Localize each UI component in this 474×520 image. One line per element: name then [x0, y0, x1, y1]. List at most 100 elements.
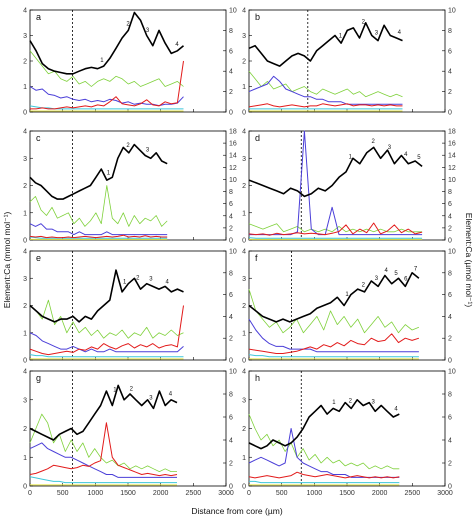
x-tick-label: 3000	[218, 490, 234, 497]
series-line-cyan	[29, 354, 184, 358]
y-tick-label-right: 0	[229, 238, 233, 245]
peak-label: 3	[149, 277, 153, 283]
y-tick-label-right: 8	[229, 189, 233, 196]
y-tick-label-left: 4	[23, 129, 27, 136]
x-tick-label: 1500	[339, 490, 355, 497]
panel-frame	[248, 130, 446, 241]
y-tick-label-right: 0	[229, 358, 233, 365]
y-tick-label-right: 6	[448, 201, 452, 208]
x-tick-label: 3000	[437, 490, 453, 497]
y-tick-label-left: 1	[23, 455, 27, 462]
y-tick-label-right: 10	[448, 8, 456, 15]
series-line-green	[248, 288, 420, 334]
y-tick-label-left: 0	[242, 484, 246, 491]
series-line-black	[248, 146, 423, 198]
peak-label: 4	[398, 30, 402, 36]
peak-label: 2	[349, 399, 353, 405]
y-tick-label-right: 6	[229, 292, 233, 299]
peak-label: 1	[345, 292, 349, 298]
panel-label: d	[255, 133, 260, 143]
x-tick-label: 500	[57, 490, 69, 497]
peak-label: 1	[339, 33, 343, 39]
y-tick-label-right: 10	[229, 249, 237, 256]
y-tick-label-left: 4	[23, 249, 27, 256]
peak-label: 3	[371, 399, 375, 405]
panel-h: 0 1 2 3 4 0 2 4 6 8 10 0 500 1000 1500 2000 2500 3000 h 1 2 3…	[242, 369, 456, 498]
series-line-green	[248, 70, 403, 98]
panel-label: c	[36, 133, 41, 143]
series-line-green	[29, 185, 168, 227]
y-tick-label-left: 3	[23, 276, 27, 283]
panel-b: 0 1 2 3 4 0 2 4 6 8 10 b 1 2 3 4	[242, 8, 456, 117]
y-tick-label-right: 2	[229, 89, 233, 96]
y-tick-label-right: 4	[448, 314, 452, 321]
y-tick-label-right: 6	[448, 292, 452, 299]
series-line-blue	[249, 130, 423, 236]
y-tick-label-left: 4	[242, 369, 246, 376]
y-tick-label-right: 4	[229, 213, 233, 220]
series-line-blue	[248, 318, 419, 353]
y-tick-label-right: 6	[229, 48, 233, 55]
y-tick-label-right: 8	[229, 270, 233, 277]
y-tick-label-right: 10	[448, 369, 456, 376]
y-tick-label-right: 0	[448, 484, 452, 491]
y-tick-label-right: 4	[448, 438, 452, 445]
x-tick-label: 2500	[186, 490, 202, 497]
y-tick-label-left: 2	[23, 183, 27, 190]
x-tick-label: 0	[247, 490, 251, 497]
y-tick-label-right: 8	[448, 28, 452, 35]
panel-label: h	[255, 373, 260, 383]
y-tick-label-left: 0	[23, 484, 27, 491]
y-tick-label-left: 3	[242, 156, 246, 163]
y-tick-label-left: 2	[242, 426, 246, 433]
peak-label: 2	[126, 22, 130, 28]
peak-label: 7	[414, 267, 418, 273]
y-tick-label-right: 4	[229, 314, 233, 321]
series-line-blue	[248, 428, 400, 478]
series-line-blue	[29, 223, 168, 236]
y-tick-label-right: 4	[448, 69, 452, 76]
peak-label: 1	[100, 58, 104, 64]
y-tick-label-right: 10	[229, 177, 237, 184]
x-tick-label: 500	[276, 490, 288, 497]
y-tick-label-right: 0	[448, 110, 452, 117]
series-line-black	[29, 11, 185, 75]
y-tick-label-right: 6	[229, 415, 233, 422]
y-tick-label-left: 3	[242, 33, 246, 40]
peak-label: 3	[375, 30, 379, 36]
peak-label: 4	[175, 42, 179, 48]
peak-label: 3	[388, 145, 392, 151]
y-tick-label-right: 8	[448, 270, 452, 277]
x-tick-label: 2000	[153, 490, 169, 497]
y-tick-label-right: 4	[229, 438, 233, 445]
y-tick-label-left: 0	[23, 238, 27, 245]
panel-a: 0 1 2 3 4 0 2 4 6 8 10 a 1 2 3 4	[23, 8, 237, 117]
y-tick-label-right: 12	[229, 165, 237, 172]
series-line-green	[248, 223, 423, 233]
y-tick-label-right: 2	[229, 225, 233, 232]
series-line-cyan	[29, 236, 168, 239]
y-tick-label-right: 8	[448, 189, 452, 196]
y-tick-label-right: 14	[229, 153, 237, 160]
peak-label: 1	[332, 400, 336, 406]
peak-label: 1	[113, 388, 117, 394]
y-tick-label-left: 0	[23, 110, 27, 117]
y-tick-label-right: 2	[448, 89, 452, 96]
peak-label: 5	[394, 271, 398, 277]
peak-label: 2	[371, 139, 375, 145]
series-line-green	[29, 413, 177, 473]
panel-g: 0 1 2 3 4 0 2 4 6 8 10 0 500 1000 1500 2000 2500 3000 g 1 2 3…	[23, 369, 237, 498]
x-tick-label: 1000	[307, 490, 323, 497]
peak-label: 1	[107, 170, 111, 176]
panel-frame	[248, 9, 446, 113]
y-tick-label-left: 3	[242, 276, 246, 283]
y-tick-label-right: 0	[229, 110, 233, 117]
peak-label: 2	[136, 275, 140, 281]
peak-label: 3	[149, 396, 153, 402]
y-tick-label-left: 0	[242, 358, 246, 365]
series-line-cyan	[248, 354, 419, 358]
y-tick-label-left: 2	[242, 59, 246, 66]
